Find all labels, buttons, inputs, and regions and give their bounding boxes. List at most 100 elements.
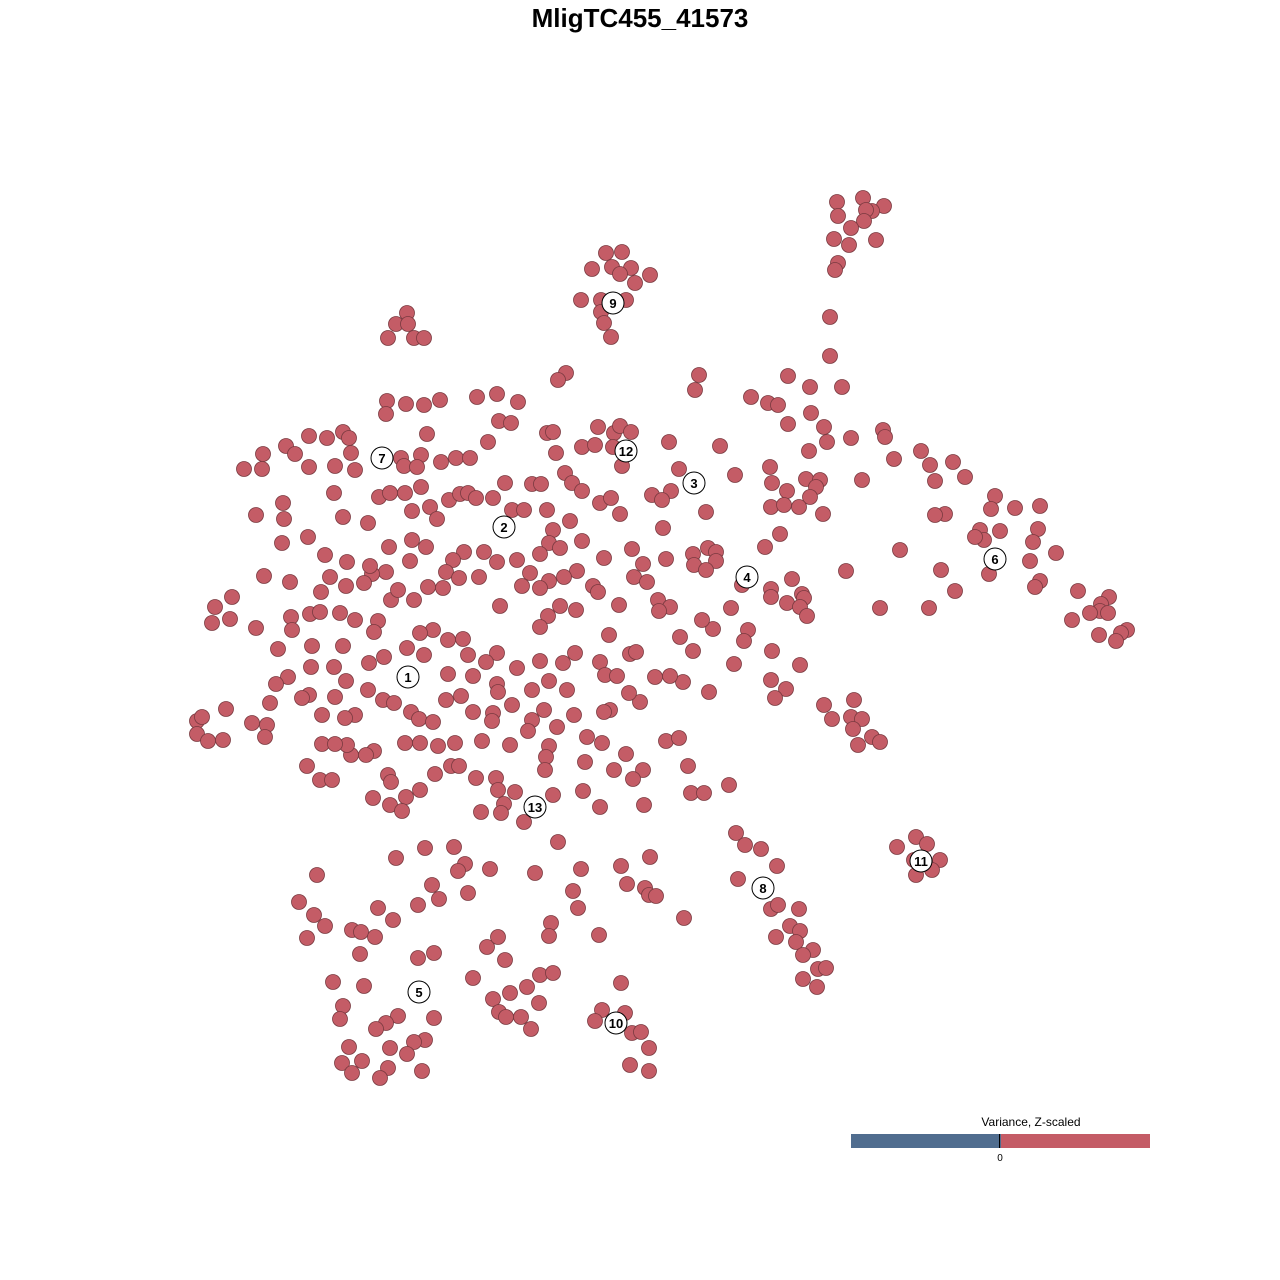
data-point [545,965,561,981]
data-point [611,597,627,613]
data-point [376,649,392,665]
data-point [642,267,658,283]
data-point [841,237,857,253]
data-point [612,266,628,282]
data-point [390,1008,406,1024]
data-point [485,490,501,506]
data-point [799,608,815,624]
cluster-label-badge [396,665,420,689]
cluster-label-11: 11 [909,849,933,873]
data-point [502,737,518,753]
data-point [388,850,404,866]
data-point [829,194,845,210]
data-point [236,461,252,477]
data-point [533,476,549,492]
data-point [636,797,652,813]
data-point [380,330,396,346]
data-point [613,975,629,991]
data-point [552,540,568,556]
data-point [721,777,737,793]
data-point [757,539,773,555]
data-point [426,945,442,961]
data-point [422,499,438,515]
data-point [830,208,846,224]
data-point [570,900,586,916]
data-point [453,688,469,704]
data-point [532,580,548,596]
data-point [541,673,557,689]
data-point [215,732,231,748]
data-point [606,762,622,778]
data-point [410,950,426,966]
data-point [843,220,859,236]
data-point [339,554,355,570]
data-point [661,434,677,450]
data-point [361,655,377,671]
data-point [417,840,433,856]
data-point [284,622,300,638]
data-point [402,553,418,569]
data-point [730,871,746,887]
data-point [573,292,589,308]
data-point [531,995,547,1011]
data-point [383,774,399,790]
data-point [791,499,807,515]
data-point [1048,545,1064,561]
data-point [1032,498,1048,514]
data-point [712,438,728,454]
data-point [513,1009,529,1025]
data-point [440,666,456,682]
data-point [545,787,561,803]
data-point [509,660,525,676]
data-point [317,918,333,934]
data-point [204,615,220,631]
data-point [301,428,317,444]
data-point [352,946,368,962]
data-point [366,624,382,640]
data-point [1027,579,1043,595]
data-point [276,511,292,527]
cluster-label-10: 10 [604,1011,628,1035]
data-point [672,629,688,645]
data-point [819,434,835,450]
data-point [424,877,440,893]
data-point [658,733,674,749]
data-point [545,424,561,440]
data-point [322,569,338,585]
data-point [438,692,454,708]
data-point [639,574,655,590]
data-point [448,450,464,466]
data-point [332,1011,348,1027]
data-point [708,553,724,569]
data-point [575,783,591,799]
cluster-label-text: 10 [609,1016,623,1031]
data-point [523,1021,539,1037]
points-layer [189,190,1135,1086]
data-point [609,668,625,684]
cluster-label-badge [370,446,394,470]
data-point [254,461,270,477]
data-point [480,434,496,450]
data-point [460,885,476,901]
data-point [590,419,606,435]
legend-color-bar [851,1134,1150,1148]
data-point [1091,627,1107,643]
data-point [778,681,794,697]
data-point [306,907,322,923]
data-point [555,655,571,671]
data-point [788,934,804,950]
data-point [414,1063,430,1079]
legend-low-segment [851,1134,1001,1148]
data-point [621,685,637,701]
data-point [701,684,717,700]
data-point [675,674,691,690]
data-point [642,849,658,865]
data-point [429,511,445,527]
data-point [623,424,639,440]
data-point [603,329,619,345]
data-point [425,714,441,730]
data-point [404,503,420,519]
data-point [633,1024,649,1040]
data-point [426,1010,442,1026]
data-point [327,736,343,752]
